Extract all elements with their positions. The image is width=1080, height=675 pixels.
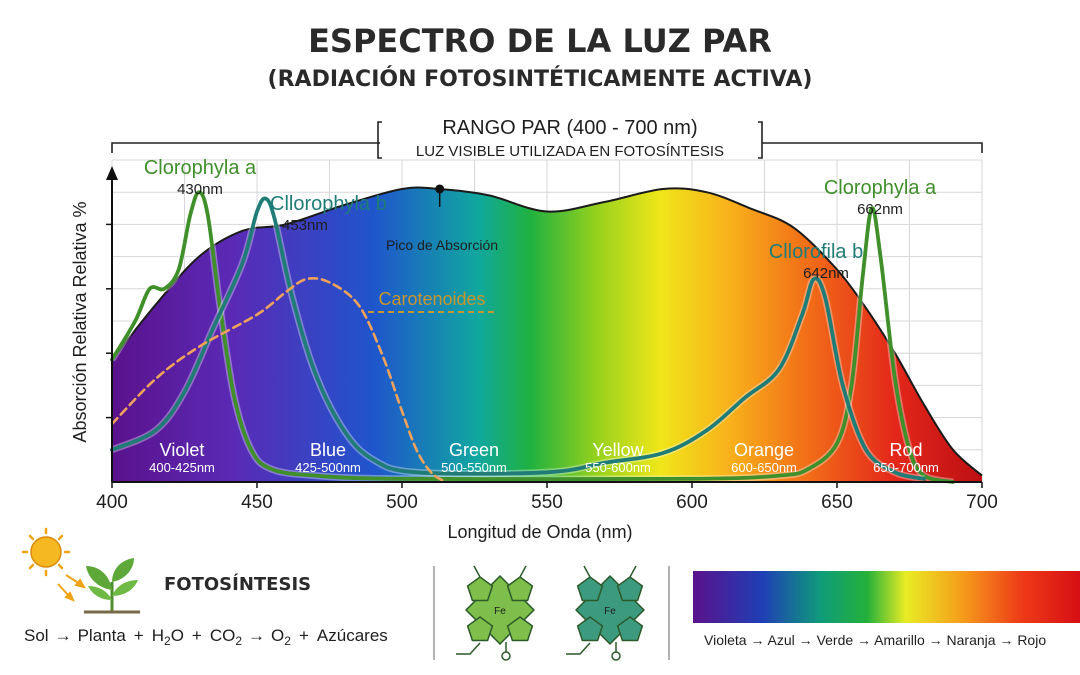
annotations: Clorophyla a 430nm Cllorophyla b 453nm P… [144,157,937,313]
molecule-sidechains [456,565,527,655]
band-green: Green [449,440,499,460]
molecule-fe-label: Fe [494,606,506,617]
sunlight-arrows-icon [57,574,87,602]
eq-sol: Sol [24,626,49,645]
curve-chlorophyll-a [110,190,955,484]
annotation-chl-a-430: Clorophyla a [144,157,257,179]
eq-plus-3: + [299,626,309,645]
eq-h-sub: 2 [164,634,171,648]
molecule-ring [466,576,494,602]
molecule-ring [616,576,644,602]
annotation-chl-a-662: Clorophyla a [824,177,937,199]
molecule-fe-label: Fe [604,606,616,617]
molecule-ring [506,616,534,642]
x-tick-label: 500 [386,492,418,513]
annotation-chl-a-430-wl: 430nm [177,181,223,198]
spectrum-outline [111,186,983,477]
photosynthesis-equation: Sol → Planta + H2O + CO2 → O2 + Azúcares [24,626,388,648]
molecule-ring [576,616,604,642]
molecule-ring [466,616,494,642]
chlorophyll-a-molecule-icon: Fe [456,565,536,661]
band-rod-range: 650-700nm [873,460,939,475]
band-violet: Violet [160,440,205,460]
molecule-ring [616,616,644,642]
x-tick-label: 700 [966,492,998,513]
annotation-carotenoides: Carotenoides [378,289,485,309]
annotation-chl-b-453: Cllorophyla b [270,193,387,215]
range-title: RANGO PAR (400 - 700 nm) [442,117,697,139]
x-tick-label: 400 [96,492,128,513]
x-tick-label: 600 [676,492,708,513]
annotation-chl-b-453-wl: 453nm [282,217,328,234]
eq-co-sub: 2 [235,634,242,648]
eq-o: O [171,626,184,645]
eq-planta: Planta [78,626,127,645]
y-axis-label: Absorción Relativa Relativa % [70,201,90,442]
annotation-chl-b-642: Cllorofila b [769,241,863,263]
band-blue-range: 425-500nm [295,460,361,475]
band-green-range: 500-550nm [441,460,507,475]
eq-azucares: Azúcares [317,626,388,645]
spectrum-legend-text: Violeta → Azul → Verde → Amarillo → Nara… [704,632,1046,648]
x-tick-label: 450 [241,492,273,513]
annotation-peak: Pico de Absorción [386,237,498,253]
chlorophyll-b-molecule-icon: Fe [566,565,646,661]
x-axis-label: Longitud de Onda (nm) [447,522,632,542]
molecule-oxygen [501,651,511,661]
range-subtitle: LUZ VISIBLE UTILIZADA EN FOTOSÍNTESIS [416,143,724,160]
eq-co: CO [210,626,236,645]
y-axis-arrow-icon [106,166,118,180]
molecule-oxygen [611,651,621,661]
band-labels: Violet 400-425nm Blue 425-500nm Green 50… [149,440,939,475]
band-orange: Orange [734,440,794,460]
range-bracket [111,121,983,159]
eq-plus-2: + [192,626,202,645]
molecule-ring [576,576,604,602]
plant-icon [84,558,140,614]
eq-o2: O [271,626,284,645]
x-tick-label: 550 [531,492,563,513]
spectrum-legend-bar [693,571,1080,623]
eq-o2-sub: 2 [284,634,291,648]
band-yellow-range: 550-600nm [585,460,651,475]
photosynthesis-heading: FOTOSÍNTESIS [164,573,311,595]
x-tick-label: 650 [821,492,853,513]
band-blue: Blue [310,440,346,460]
band-violet-range: 400-425nm [149,460,215,475]
x-ticks: 400 450 500 550 600 650 700 [96,482,998,513]
y-ticks [106,223,112,419]
band-orange-range: 600-650nm [731,460,797,475]
absorption-curves [109,188,955,486]
curve-carotenoides [110,277,447,484]
annotation-chl-b-642-wl: 642nm [803,265,849,282]
eq-arrow-1: → [55,626,72,645]
band-yellow: Yellow [592,440,644,460]
annotation-chl-a-662-wl: 662nm [857,201,903,218]
eq-plus-1: + [134,626,144,645]
photosynthesis-section: FOTOSÍNTESIS Sol → Planta + H2O + CO2 → O2 + Azúca… [21,527,1080,661]
molecule-ring [506,576,534,602]
eq-arrow-2: → [248,626,265,645]
sun-icon [21,527,71,577]
molecule-sidechains [566,565,637,655]
page-subtitle: (RADIACIÓN FOTOSINTÉTICAMENTE ACTIVA) [268,66,813,92]
page-title: ESPECTRO DE LA LUZ PAR [308,22,772,60]
curve-chlorophyll-b [110,196,926,481]
band-rod: Rod [889,440,922,460]
eq-h: H [152,626,164,645]
